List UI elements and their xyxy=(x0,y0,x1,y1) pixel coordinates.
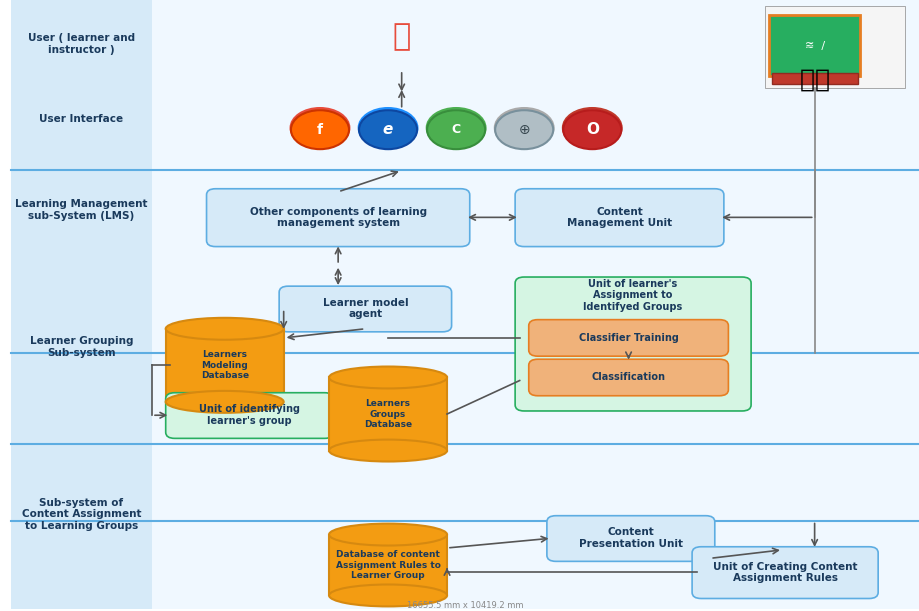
FancyBboxPatch shape xyxy=(207,189,470,247)
Text: User ( learner and
instructor ): User ( learner and instructor ) xyxy=(28,34,135,55)
Bar xyxy=(329,535,447,596)
Circle shape xyxy=(563,108,621,147)
Circle shape xyxy=(291,110,349,149)
Text: 👨‍🏫: 👨‍🏫 xyxy=(800,67,830,91)
Text: Learner model
agent: Learner model agent xyxy=(323,298,408,320)
Circle shape xyxy=(359,110,417,149)
Circle shape xyxy=(427,110,485,149)
Bar xyxy=(769,15,860,76)
FancyBboxPatch shape xyxy=(528,359,729,396)
Bar xyxy=(772,73,858,84)
Text: Content
Management Unit: Content Management Unit xyxy=(567,207,672,228)
Text: O: O xyxy=(585,122,599,137)
FancyBboxPatch shape xyxy=(516,277,751,411)
Text: Sub-system of
Content Assignment
to Learning Groups: Sub-system of Content Assignment to Lear… xyxy=(21,498,141,531)
Text: ⊕: ⊕ xyxy=(518,123,530,137)
Text: Learning Management
sub-System (LMS): Learning Management sub-System (LMS) xyxy=(15,199,148,221)
Ellipse shape xyxy=(165,318,284,340)
Text: Unit of Creating Content
Assignment Rules: Unit of Creating Content Assignment Rule… xyxy=(713,562,857,583)
Circle shape xyxy=(495,110,553,149)
Circle shape xyxy=(359,108,417,147)
Text: Database of content
Assignment Rules to
Learner Group: Database of content Assignment Rules to … xyxy=(335,550,440,580)
Bar xyxy=(165,329,284,402)
Ellipse shape xyxy=(329,585,447,606)
Ellipse shape xyxy=(329,439,447,461)
Ellipse shape xyxy=(329,367,447,389)
Text: Content
Presentation Unit: Content Presentation Unit xyxy=(579,527,683,549)
Text: e: e xyxy=(383,122,393,137)
Text: ≋  /: ≋ / xyxy=(804,41,824,51)
Text: Classification: Classification xyxy=(592,373,665,382)
Circle shape xyxy=(291,108,349,147)
Text: f: f xyxy=(317,123,323,137)
Text: Learner Grouping
Sub-system: Learner Grouping Sub-system xyxy=(29,336,133,358)
Text: 16655.5 mm x 10419.2 mm: 16655.5 mm x 10419.2 mm xyxy=(407,601,524,610)
Ellipse shape xyxy=(165,391,284,413)
Circle shape xyxy=(495,108,553,147)
Text: C: C xyxy=(451,123,460,136)
Bar xyxy=(765,6,905,88)
FancyBboxPatch shape xyxy=(547,516,715,562)
FancyBboxPatch shape xyxy=(516,189,724,247)
Bar xyxy=(329,378,447,450)
Text: Unit of identifying
learner's group: Unit of identifying learner's group xyxy=(199,404,301,426)
Text: Classifier Training: Classifier Training xyxy=(579,333,678,343)
FancyBboxPatch shape xyxy=(165,393,334,438)
Text: Other components of learning
management system: Other components of learning management … xyxy=(250,207,426,228)
Text: Learners
Modeling
Database: Learners Modeling Database xyxy=(200,351,249,380)
Text: Unit of learner's
Assignment to
Identifyed Groups: Unit of learner's Assignment to Identify… xyxy=(584,279,683,312)
Bar xyxy=(152,0,919,609)
Ellipse shape xyxy=(329,524,447,546)
FancyBboxPatch shape xyxy=(692,547,879,599)
Text: 🏃: 🏃 xyxy=(392,22,411,51)
Circle shape xyxy=(563,110,621,149)
FancyBboxPatch shape xyxy=(279,286,451,332)
Text: User Interface: User Interface xyxy=(40,114,123,123)
Circle shape xyxy=(427,108,485,147)
FancyBboxPatch shape xyxy=(528,320,729,356)
Text: Learners
Groups
Database: Learners Groups Database xyxy=(364,399,412,429)
